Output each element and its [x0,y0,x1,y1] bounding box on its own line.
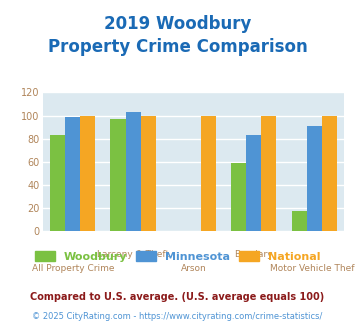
Text: Compared to U.S. average. (U.S. average equals 100): Compared to U.S. average. (U.S. average … [31,292,324,302]
Bar [141,115,156,231]
Bar [50,135,65,231]
Bar [307,126,322,231]
Bar [80,115,95,231]
Text: Burglary: Burglary [235,250,273,259]
Text: All Property Crime: All Property Crime [32,264,114,273]
Bar [322,115,337,231]
Bar [65,117,80,231]
Bar [126,112,141,231]
Text: Larceny & Theft: Larceny & Theft [97,250,169,259]
Bar [246,135,261,231]
Text: © 2025 CityRating.com - https://www.cityrating.com/crime-statistics/: © 2025 CityRating.com - https://www.city… [32,312,323,321]
Text: Arson: Arson [181,264,206,273]
Bar [261,115,277,231]
Text: 2019 Woodbury: 2019 Woodbury [104,15,251,33]
Bar [110,119,126,231]
Text: Property Crime Comparison: Property Crime Comparison [48,38,307,56]
Bar [291,211,307,231]
Legend: Woodbury, Minnesota, National: Woodbury, Minnesota, National [30,247,325,267]
Text: Motor Vehicle Theft: Motor Vehicle Theft [270,264,355,273]
Bar [231,163,246,231]
Bar [201,115,216,231]
